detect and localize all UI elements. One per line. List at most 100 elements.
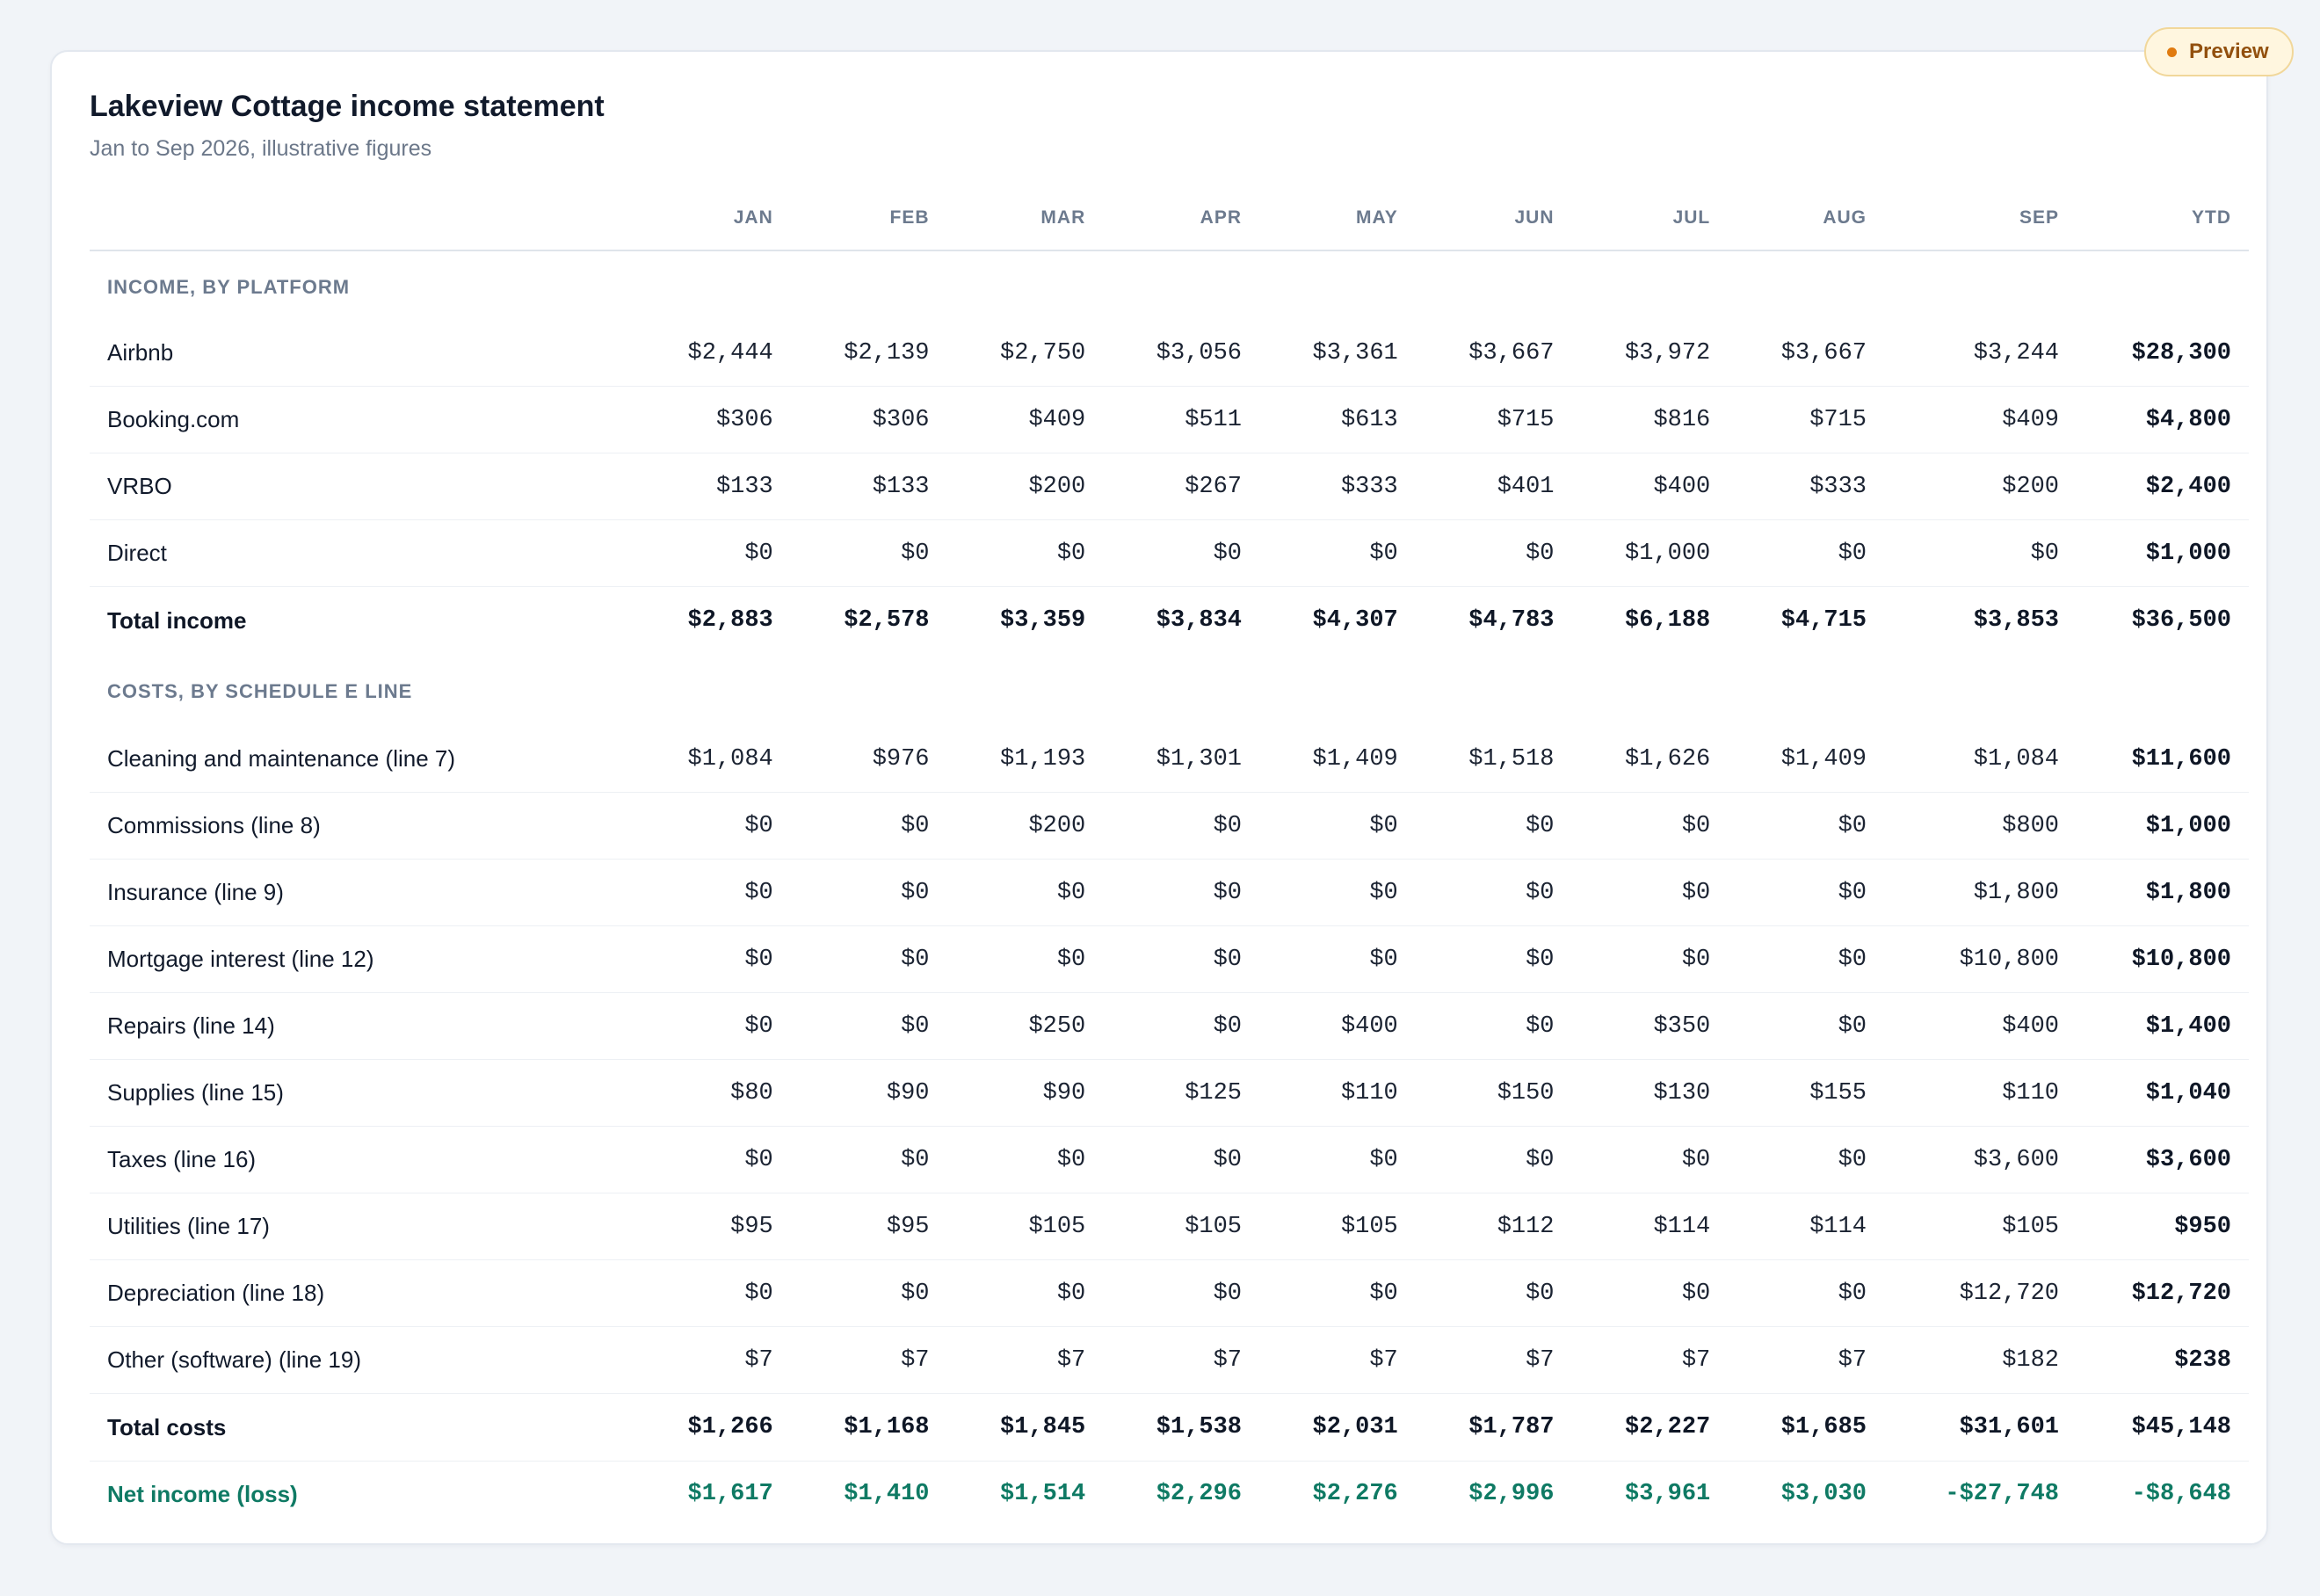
- section-header-costs-label: COSTS, BY SCHEDULE E LINE: [107, 680, 413, 702]
- row-label: Insurance (line 9): [90, 859, 634, 926]
- cell-jan: $0: [634, 1126, 791, 1193]
- cell-sep: $409: [1884, 386, 2077, 453]
- status-dot-icon: [2167, 47, 2177, 57]
- cell-feb: $0: [790, 925, 947, 993]
- cell-feb: $0: [790, 1259, 947, 1327]
- cell-aug: $0: [1728, 519, 1884, 587]
- cell-jun: $1,787: [1415, 1393, 1572, 1462]
- cell-jan: $306: [634, 386, 791, 453]
- row-label: Supplies (line 15): [90, 1059, 634, 1127]
- column-header-feb: FEB: [790, 186, 947, 251]
- cell-aug: $4,715: [1780, 607, 1867, 634]
- cell-jan: $1,266: [634, 1393, 791, 1462]
- table-row: Airbnb $2,444 $2,139 $2,750 $3,056 $3,361 $3,6…: [90, 320, 2249, 387]
- cell-may: $400: [1259, 992, 1416, 1060]
- cell-apr: $105: [1103, 1193, 1259, 1260]
- cell-jan: $1,084: [634, 726, 791, 793]
- cell-jul: $1,626: [1571, 726, 1729, 793]
- cell-may: $0: [1259, 859, 1416, 926]
- cell-jun: $0: [1415, 1259, 1572, 1327]
- preview-badge-label: Preview: [2189, 40, 2269, 63]
- cell-jul: $400: [1571, 453, 1729, 520]
- section-header-costs: COSTS, BY SCHEDULE E LINE: [90, 654, 2249, 726]
- row-label: Mortgage interest (line 12): [90, 925, 634, 993]
- cell-jun: $715: [1415, 386, 1572, 453]
- section-header-income-label: INCOME, BY PLATFORM: [107, 276, 351, 298]
- cell-jun: $1,518: [1415, 726, 1572, 793]
- cell-mar: $1,845: [946, 1393, 1104, 1462]
- cell-sep: $1,800: [1884, 859, 2077, 926]
- cell-feb: $0: [790, 519, 947, 587]
- cell-sep: $12,720: [1884, 1259, 2077, 1327]
- cell-mar: $0: [946, 519, 1104, 587]
- cell-jun: $0: [1415, 519, 1572, 587]
- cell-sep: $31,601: [1884, 1393, 2077, 1462]
- cell-jul: $130: [1571, 1059, 1729, 1127]
- table-row: Insurance (line 9) $0 $0 $0 $0 $0 $0 $0 $0 $1,800…: [90, 859, 2249, 926]
- cell-jan: $1,617: [687, 1481, 773, 1507]
- cell-mar: $250: [946, 992, 1104, 1060]
- cell-jun: $0: [1415, 992, 1572, 1060]
- column-header-sep: SEP: [1884, 186, 2077, 251]
- total-costs-row: Total costs $1,266 $1,168 $1,845 $1,538 $2,03…: [90, 1393, 2249, 1462]
- cell-ytd: $12,720: [2077, 1259, 2249, 1327]
- cell-jul: $7: [1571, 1326, 1729, 1394]
- cell-jul: $816: [1571, 386, 1729, 453]
- cell-may: $0: [1259, 1259, 1416, 1327]
- cell-sep: $110: [1884, 1059, 2077, 1127]
- cell-ytd: $1,000: [2077, 519, 2249, 587]
- cell-jan: $0: [634, 792, 791, 860]
- cell-feb: $0: [790, 992, 947, 1060]
- cell-jul: $2,227: [1571, 1393, 1729, 1462]
- table-row: Utilities (line 17) $95 $95 $105 $105 $105 $11…: [90, 1193, 2249, 1260]
- table-row: VRBO $133 $133 $200 $267 $333 $401 $400 $333 $200…: [90, 453, 2249, 520]
- cell-ytd: $36,500: [2131, 607, 2231, 634]
- cell-sep: $400: [1884, 992, 2077, 1060]
- cell-feb: $90: [790, 1059, 947, 1127]
- cell-jan: $0: [634, 859, 791, 926]
- cell-may: $0: [1259, 519, 1416, 587]
- column-header-aug: AUG: [1728, 186, 1884, 251]
- statement-subtitle: Jan to Sep 2026, illustrative figures: [90, 136, 432, 161]
- column-header-apr: APR: [1103, 186, 1259, 251]
- cell-jan: $2,444: [634, 320, 791, 387]
- cell-sep: $10,800: [1884, 925, 2077, 993]
- cell-feb: $1,168: [790, 1393, 947, 1462]
- table-row: Repairs (line 14) $0 $0 $250 $0 $400 $0 $350 $0 $…: [90, 992, 2249, 1060]
- cell-feb: $1,410: [844, 1481, 930, 1507]
- cell-sep: $182: [1884, 1326, 2077, 1394]
- row-label: Booking.com: [90, 386, 634, 453]
- cell-ytd: $28,300: [2077, 320, 2249, 387]
- cell-jul: $1,000: [1571, 519, 1729, 587]
- cell-feb: $95: [790, 1193, 947, 1260]
- cell-jun: $0: [1415, 859, 1572, 926]
- cell-may: $0: [1259, 1126, 1416, 1193]
- cell-apr: $2,296: [1156, 1481, 1242, 1507]
- cell-aug: $0: [1728, 792, 1884, 860]
- cell-mar: $0: [946, 1126, 1104, 1193]
- cell-jan: $0: [634, 519, 791, 587]
- net-income-row: Net income (loss) $1,617 $1,410 $1,514 $2,29…: [90, 1462, 2249, 1527]
- row-label: VRBO: [90, 453, 634, 520]
- cell-apr: $3,834: [1156, 607, 1242, 634]
- cell-apr: $267: [1103, 453, 1259, 520]
- table-row: Cleaning and maintenance (line 7) $1,084 $…: [90, 726, 2249, 793]
- cell-jun: $0: [1415, 1126, 1572, 1193]
- cell-jan: $0: [634, 1259, 791, 1327]
- cell-jun: $150: [1415, 1059, 1572, 1127]
- column-header-jul: JUL: [1571, 186, 1729, 251]
- cell-jun: $2,996: [1468, 1481, 1555, 1507]
- preview-badge: Preview: [2144, 27, 2294, 76]
- cell-ytd: -$8,648: [2131, 1481, 2231, 1507]
- table-row: Direct $0 $0 $0 $0 $0 $0 $1,000 $0 $0 $1,000: [90, 519, 2249, 587]
- cell-may: $4,307: [1312, 607, 1398, 634]
- column-header-label: [90, 186, 634, 251]
- cell-ytd: $1,400: [2077, 992, 2249, 1060]
- row-label: Airbnb: [90, 320, 634, 387]
- cell-ytd: $11,600: [2077, 726, 2249, 793]
- column-header-jan: JAN: [634, 186, 791, 251]
- cell-ytd: $2,400: [2077, 453, 2249, 520]
- cell-aug: $0: [1728, 925, 1884, 993]
- cell-mar: $2,750: [946, 320, 1104, 387]
- table-row: Depreciation (line 18) $0 $0 $0 $0 $0 $0 $0 $0 $1…: [90, 1259, 2249, 1327]
